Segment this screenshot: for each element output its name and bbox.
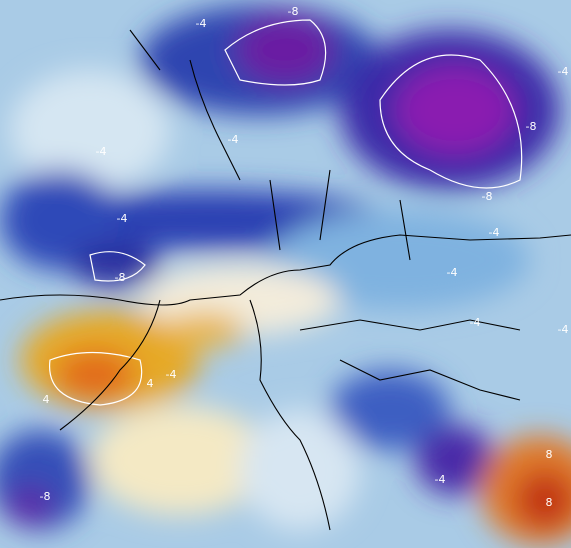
contour-label: -4 xyxy=(96,145,107,158)
contour-label: -8 xyxy=(526,120,537,133)
contour-label: -4 xyxy=(470,316,481,329)
contour-label: -4 xyxy=(196,17,207,30)
contour-label: -4 xyxy=(228,133,239,146)
contour-label: -8 xyxy=(482,190,493,203)
contour-label: -8 xyxy=(40,490,51,503)
contour-label: 8 xyxy=(546,448,553,461)
contour-label: -4 xyxy=(435,473,446,486)
contour-label: -4 xyxy=(117,212,128,225)
contour-label: -8 xyxy=(288,5,299,18)
contour-labels: -8 -4 -4 -4 -4 -8 -8 -4 -4 -4 -4 -4 4 4 … xyxy=(40,5,569,509)
contour-label: -4 xyxy=(447,266,458,279)
contour-label: -4 xyxy=(166,368,177,381)
contour-label: -4 xyxy=(558,323,569,336)
contour-label: -4 xyxy=(489,226,500,239)
contour-label: 4 xyxy=(147,377,154,390)
contour-label: -4 xyxy=(558,65,569,78)
contour-label: -8 xyxy=(115,271,126,284)
contour-label: 4 xyxy=(43,393,50,406)
contour-label: 8 xyxy=(546,496,553,509)
